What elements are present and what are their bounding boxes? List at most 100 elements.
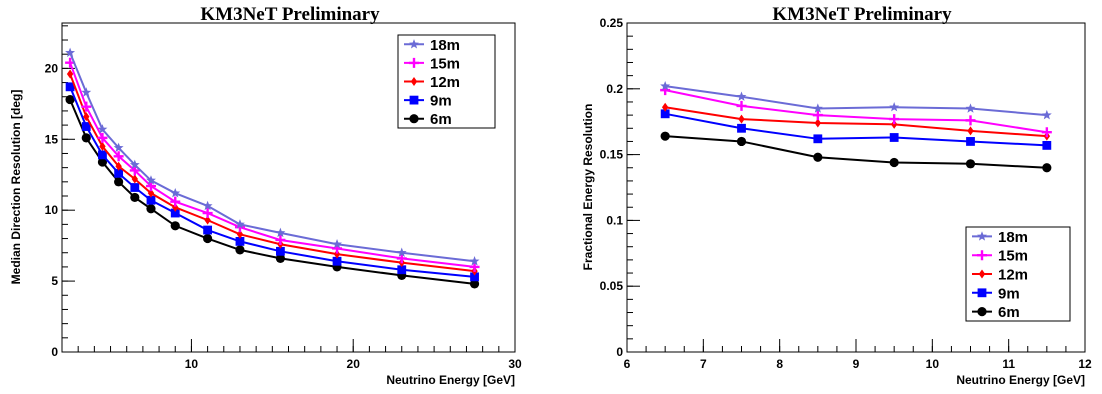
data-point-12m — [172, 202, 179, 212]
data-point-6m — [81, 133, 91, 143]
data-point-9m — [397, 265, 407, 275]
data-point-12m — [661, 102, 669, 112]
data-point-9m — [146, 195, 156, 205]
series-12m — [661, 102, 1051, 141]
legend-label-18m: 18m — [430, 37, 460, 54]
data-point-6m — [97, 157, 108, 167]
data-point-18m — [65, 47, 76, 57]
legend-label-6m: 6m — [430, 111, 452, 128]
data-point-18m — [332, 239, 342, 249]
data-point-12m — [147, 188, 155, 198]
series-18m — [65, 47, 480, 266]
series-6m — [660, 131, 1052, 173]
x-tick-label: 9 — [853, 357, 860, 371]
series-18m — [660, 80, 1052, 120]
data-point-18m — [1041, 109, 1052, 120]
x-tick-label: 10 — [926, 357, 940, 371]
x-tick-label: 20 — [347, 357, 361, 371]
y-tick-label: 20 — [45, 61, 59, 75]
series-line-6m — [665, 135, 1047, 169]
y-tick-label: 0.1 — [606, 213, 623, 227]
x-tick-label: 30 — [508, 357, 522, 371]
data-point-15m — [1041, 127, 1052, 138]
data-point-15m — [81, 101, 92, 112]
chart-title: KM3NeT Preliminary — [772, 4, 952, 25]
data-point-9m — [470, 272, 479, 282]
y-tick-label: 10 — [45, 203, 59, 217]
y-tick-label: 5 — [51, 274, 58, 288]
data-point-12m — [738, 114, 745, 124]
data-point-9m — [203, 225, 213, 235]
y-tick-label: 0 — [51, 345, 58, 359]
data-point-18m — [146, 175, 156, 185]
data-point-15m — [812, 110, 823, 121]
data-point-6m — [146, 204, 156, 214]
series-9m — [65, 82, 479, 282]
y-tick-label: 0.05 — [600, 279, 624, 293]
data-point-15m — [396, 253, 407, 264]
data-point-9m — [276, 246, 285, 256]
y-axis-title: Fractional Energy Resolution — [581, 104, 595, 271]
x-tick-label: 8 — [776, 357, 783, 371]
legend-label-6m: 6m — [998, 304, 1020, 321]
data-point-6m — [203, 233, 213, 244]
legend-label-18m: 18m — [998, 229, 1028, 246]
data-point-15m — [889, 114, 900, 125]
data-point-12m — [333, 249, 341, 259]
legend-marker-6m — [409, 114, 419, 124]
energy-resolution-chart: KM3NeT Preliminary 0 0.05 0.1 0.15 0.2 0.25 6 7 8… — [581, 4, 1092, 387]
y-axis-title: Median Direction Resolution [deg] — [9, 90, 23, 285]
data-point-18m — [965, 103, 976, 113]
series-6m — [65, 94, 480, 289]
legend-marker-12m — [978, 269, 986, 279]
legend-marker-6m — [977, 307, 987, 317]
data-point-6m — [889, 157, 899, 168]
data-point-15m — [965, 115, 976, 126]
series-line-9m — [664, 112, 1047, 147]
data-point-15m — [97, 132, 108, 143]
x-axis-title: Neutrino Energy [GeV] — [956, 373, 1085, 387]
direction-resolution-chart: KM3NeT Preliminary 0 5 10 15 20 10 20 30 Neutrino… — [9, 4, 522, 387]
series-15m — [65, 57, 480, 272]
data-point-6m — [170, 221, 180, 231]
data-point-9m — [65, 82, 75, 92]
legend-label-9m: 9m — [998, 285, 1020, 302]
data-point-6m — [1042, 163, 1052, 173]
series-line-18m — [665, 85, 1047, 117]
data-point-9m — [889, 133, 899, 142]
data-point-6m — [813, 152, 823, 162]
legend-label-15m: 15m — [998, 248, 1028, 265]
data-point-12m — [890, 119, 898, 129]
data-point-9m — [98, 150, 107, 160]
data-point-18m — [812, 103, 823, 113]
data-point-9m — [130, 183, 140, 192]
chart-title: KM3NeT Preliminary — [200, 4, 380, 25]
x-axis-title: Neutrino Energy [GeV] — [386, 373, 515, 387]
data-point-18m — [736, 91, 747, 101]
data-point-15m — [129, 165, 140, 176]
data-point-18m — [129, 159, 140, 170]
data-point-18m — [275, 227, 286, 238]
data-point-9m — [332, 256, 342, 266]
data-point-9m — [1042, 140, 1052, 150]
data-point-12m — [204, 215, 211, 225]
y-tick-label: 0 — [616, 345, 623, 359]
data-point-12m — [814, 118, 822, 128]
data-point-18m — [396, 247, 407, 257]
series-line-12m — [665, 106, 1047, 138]
data-point-6m — [130, 192, 140, 203]
data-point-9m — [114, 168, 124, 178]
data-point-18m — [469, 256, 480, 266]
data-point-15m — [736, 100, 747, 111]
data-point-12m — [66, 69, 74, 79]
data-point-6m — [965, 159, 976, 169]
x-tick-label: 6 — [624, 357, 631, 371]
data-point-12m — [83, 112, 90, 122]
y-tick-label: 0.15 — [600, 148, 624, 162]
data-point-6m — [660, 131, 670, 141]
data-point-15m — [170, 196, 181, 207]
y-tick-label: 0.25 — [600, 16, 624, 30]
data-point-18m — [202, 200, 213, 211]
